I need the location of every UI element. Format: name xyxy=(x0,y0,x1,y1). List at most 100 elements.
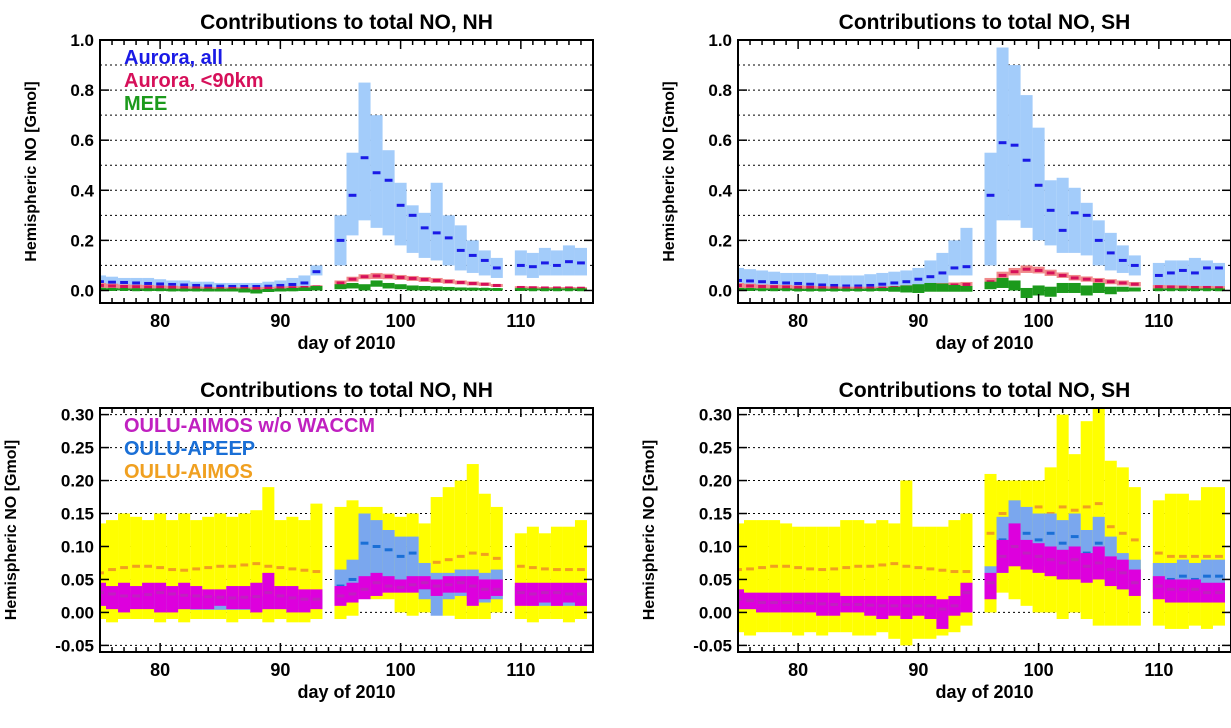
x-tick-label: 80 xyxy=(788,660,808,680)
range-bar xyxy=(738,523,745,633)
range-bar xyxy=(130,586,143,610)
y-tick-label: 0.30 xyxy=(699,406,732,425)
series-aurora-90km xyxy=(100,272,587,290)
range-bar xyxy=(1080,421,1093,620)
y-tick-label: 0.20 xyxy=(61,472,94,491)
range-bar xyxy=(394,536,407,587)
chart-panel-4: Contributions to total NO, SH 80 90 100 110 d… xyxy=(641,379,1231,702)
y-tick-label: 0.00 xyxy=(61,603,94,622)
range-bar xyxy=(756,520,769,633)
range-bar xyxy=(744,520,757,636)
range-bar xyxy=(1116,559,1129,590)
range-bar xyxy=(382,150,395,236)
range-bar xyxy=(1068,546,1081,580)
series-mee xyxy=(738,277,1225,298)
plot-frame xyxy=(99,39,594,304)
range-bar xyxy=(382,576,395,593)
x-tick-label: 110 xyxy=(506,660,535,680)
range-bar xyxy=(550,250,563,276)
range-bar xyxy=(370,520,383,583)
range-bar xyxy=(454,225,467,271)
range-bar xyxy=(394,182,407,246)
range-bar xyxy=(912,526,925,639)
range-bar xyxy=(996,47,1009,221)
y-tick-label: 0.6 xyxy=(70,131,94,150)
plot-area xyxy=(738,408,1225,646)
y-tick-label: 0.25 xyxy=(699,439,732,458)
range-bar xyxy=(478,250,491,276)
x-tick-label: 90 xyxy=(908,311,928,331)
legend-entry: OULU-AIMOS xyxy=(124,461,253,483)
range-bar xyxy=(1056,414,1069,620)
y-axis-label: Hemispheric NO [Gmol] xyxy=(3,440,20,620)
range-bar xyxy=(418,212,431,258)
chart-title: Contributions to total NO, NH xyxy=(200,11,493,34)
range-bar xyxy=(960,227,973,276)
y-tick-label: 0.25 xyxy=(61,439,94,458)
range-bar xyxy=(816,526,829,636)
range-bar xyxy=(190,586,203,610)
range-bar xyxy=(1164,493,1177,629)
range-bar xyxy=(166,586,179,613)
legend-entry: OULU-AIMOS w/o WACCM xyxy=(124,415,375,437)
range-bar xyxy=(1188,579,1201,603)
y-tick-label: 0.0 xyxy=(70,281,94,300)
range-bar xyxy=(562,526,575,623)
range-bar xyxy=(1056,177,1069,253)
x-tick-label: 80 xyxy=(150,311,170,331)
chart-title: Contributions to total NO, SH xyxy=(839,11,1131,34)
legend-entry: OULU-APEEP xyxy=(124,438,255,460)
series-oulu-aimos-w-o-waccm xyxy=(100,572,587,613)
range-bar xyxy=(1044,546,1057,577)
x-tick-label: 100 xyxy=(1024,311,1054,331)
range-bar xyxy=(1176,579,1189,603)
y-tick-label: 0.8 xyxy=(708,81,732,100)
x-axis-label: day of 2010 xyxy=(935,682,1033,702)
range-bar xyxy=(382,530,395,583)
range-bar xyxy=(984,572,997,600)
range-bar xyxy=(202,589,215,610)
x-tick-label: 110 xyxy=(506,311,535,331)
range-bar xyxy=(454,480,467,620)
range-bar xyxy=(924,595,937,620)
range-bar xyxy=(1212,262,1225,291)
plot-area xyxy=(738,47,1225,298)
x-tick-label: 100 xyxy=(1024,660,1054,680)
y-axis-label: Hemispheric NO [Gmol] xyxy=(23,81,40,261)
x-tick-label: 90 xyxy=(908,660,928,680)
y-tick-label: 0.05 xyxy=(699,570,732,589)
y-tick-label: 0.15 xyxy=(699,505,732,524)
range-bar xyxy=(828,526,841,633)
chart-title: Contributions to total NO, SH xyxy=(839,379,1131,402)
y-tick-label: 0.2 xyxy=(70,231,94,250)
x-tick-label: 100 xyxy=(386,660,416,680)
chart-panel-1: Contributions to total NO, NH 80 90 100 110 d… xyxy=(23,11,594,353)
range-bar xyxy=(864,523,877,636)
range-bar xyxy=(262,572,275,610)
range-bar xyxy=(118,582,131,613)
range-bar xyxy=(900,480,913,646)
y-axis-label: Hemispheric NO [Gmol] xyxy=(661,81,678,261)
legend-entry: Aurora, <90km xyxy=(124,70,264,92)
range-bar xyxy=(1200,487,1213,629)
series-mee xyxy=(100,280,587,294)
series-aurora-all xyxy=(738,47,1225,291)
range-bar xyxy=(514,533,527,620)
range-bar xyxy=(514,250,527,276)
range-bar xyxy=(100,523,107,620)
plot-frame xyxy=(737,407,1231,653)
series-aurora-all xyxy=(100,82,587,291)
y-tick-label: 0.6 xyxy=(708,131,732,150)
y-tick-label: 1.0 xyxy=(708,31,732,50)
range-bar xyxy=(768,520,781,633)
y-tick-label: 0.2 xyxy=(708,231,732,250)
range-bar xyxy=(1032,543,1045,573)
legend-entry: MEE xyxy=(124,93,167,115)
range-bar xyxy=(466,576,479,606)
range-bar xyxy=(924,526,937,639)
range-bar xyxy=(490,579,503,596)
range-bar xyxy=(430,579,443,596)
range-bar xyxy=(1080,202,1093,256)
range-bar xyxy=(100,582,107,606)
